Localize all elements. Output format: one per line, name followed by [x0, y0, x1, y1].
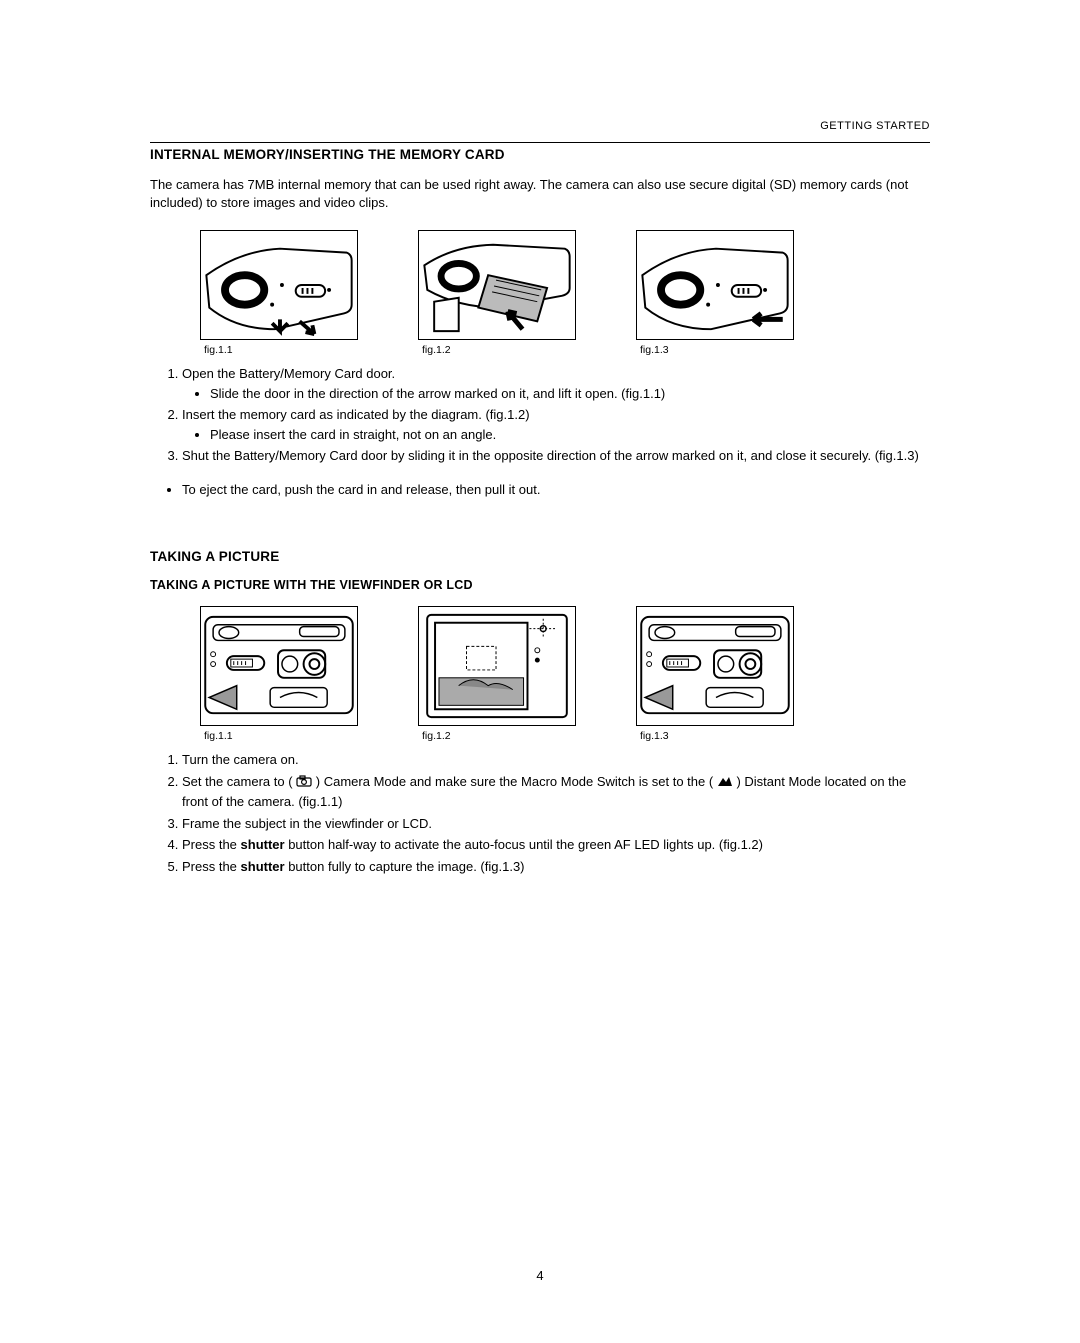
camera-back-icon [201, 607, 357, 725]
camera-insert-card-icon [419, 231, 575, 339]
figure-1-2-image [418, 230, 576, 340]
figure-1-3: fig.1.3 [636, 230, 794, 356]
step-text: button half-way to activate the auto-foc… [285, 837, 763, 852]
camera-lcd-focus-icon [419, 607, 575, 725]
sub-list-item: Slide the door in the direction of the a… [210, 384, 930, 404]
figure-2-2-image [418, 606, 576, 726]
mountain-icon [717, 773, 733, 793]
fig-caption: fig.1.1 [204, 730, 233, 742]
page-number: 4 [0, 1268, 1080, 1283]
figure-2-3: fig.1.3 [636, 606, 794, 742]
step-text: Set the camera to ( [182, 774, 296, 789]
fig-caption: fig.1.2 [422, 344, 451, 356]
figure-2-1: fig.1.1 [200, 606, 358, 742]
figure-1-3-image [636, 230, 794, 340]
list-item: Press the shutter button half-way to act… [182, 835, 930, 855]
fig-caption: fig.1.2 [422, 730, 451, 742]
camera-bottom-icon [201, 231, 357, 339]
section2-subheading: TAKING A PICTURE WITH THE VIEWFINDER OR … [150, 578, 930, 592]
list-item: Press the shutter button fully to captur… [182, 857, 930, 877]
sub-list-item: Please insert the card in straight, not … [210, 425, 930, 445]
section1-title: INTERNAL MEMORY/INSERTING THE MEMORY CAR… [150, 147, 930, 162]
step-text: Press the [182, 837, 241, 852]
fig-caption: fig.1.3 [640, 730, 669, 742]
list-item: Insert the memory card as indicated by t… [182, 405, 930, 444]
figure-1-2: fig.1.2 [418, 230, 576, 356]
figure-2-2: fig.1.2 [418, 606, 576, 742]
list-item: Frame the subject in the viewfinder or L… [182, 814, 930, 834]
figure-2-1-image [200, 606, 358, 726]
header-rule [150, 142, 930, 143]
bold-text: shutter [241, 859, 285, 874]
step-text: Insert the memory card as indicated by t… [182, 407, 530, 422]
camera-back-shutter-icon [637, 607, 793, 725]
fig-caption: fig.1.1 [204, 344, 233, 356]
step-text: ) Camera Mode and make sure the Macro Mo… [316, 774, 717, 789]
fig-caption: fig.1.3 [640, 344, 669, 356]
section2-title: TAKING A PICTURE [150, 549, 930, 564]
section1-figures: fig.1.1 fig.1.2 [200, 230, 930, 356]
document-page: GETTING STARTED INTERNAL MEMORY/INSERTIN… [0, 0, 1080, 1343]
list-item: Set the camera to ( ) Camera Mode and ma… [182, 772, 930, 812]
step-text: button fully to capture the image. (fig.… [285, 859, 525, 874]
note-item: To eject the card, push the card in and … [182, 480, 930, 500]
step-text: Open the Battery/Memory Card door. [182, 366, 395, 381]
section1-note: To eject the card, push the card in and … [164, 480, 930, 500]
section2-steps: Turn the camera on. Set the camera to ( … [164, 750, 930, 876]
figure-1-1-image [200, 230, 358, 340]
camera-mode-icon [296, 773, 312, 793]
header-label: GETTING STARTED [150, 120, 930, 132]
list-item: Turn the camera on. [182, 750, 930, 770]
step-text: Press the [182, 859, 241, 874]
camera-close-door-icon [637, 231, 793, 339]
section1-steps: Open the Battery/Memory Card door. Slide… [164, 364, 930, 466]
section2-figures: fig.1.1 fig.1.2 [200, 606, 930, 742]
figure-2-3-image [636, 606, 794, 726]
list-item: Shut the Battery/Memory Card door by sli… [182, 446, 930, 466]
list-item: Open the Battery/Memory Card door. Slide… [182, 364, 930, 403]
section1-intro: The camera has 7MB internal memory that … [150, 176, 930, 212]
bold-text: shutter [241, 837, 285, 852]
figure-1-1: fig.1.1 [200, 230, 358, 356]
